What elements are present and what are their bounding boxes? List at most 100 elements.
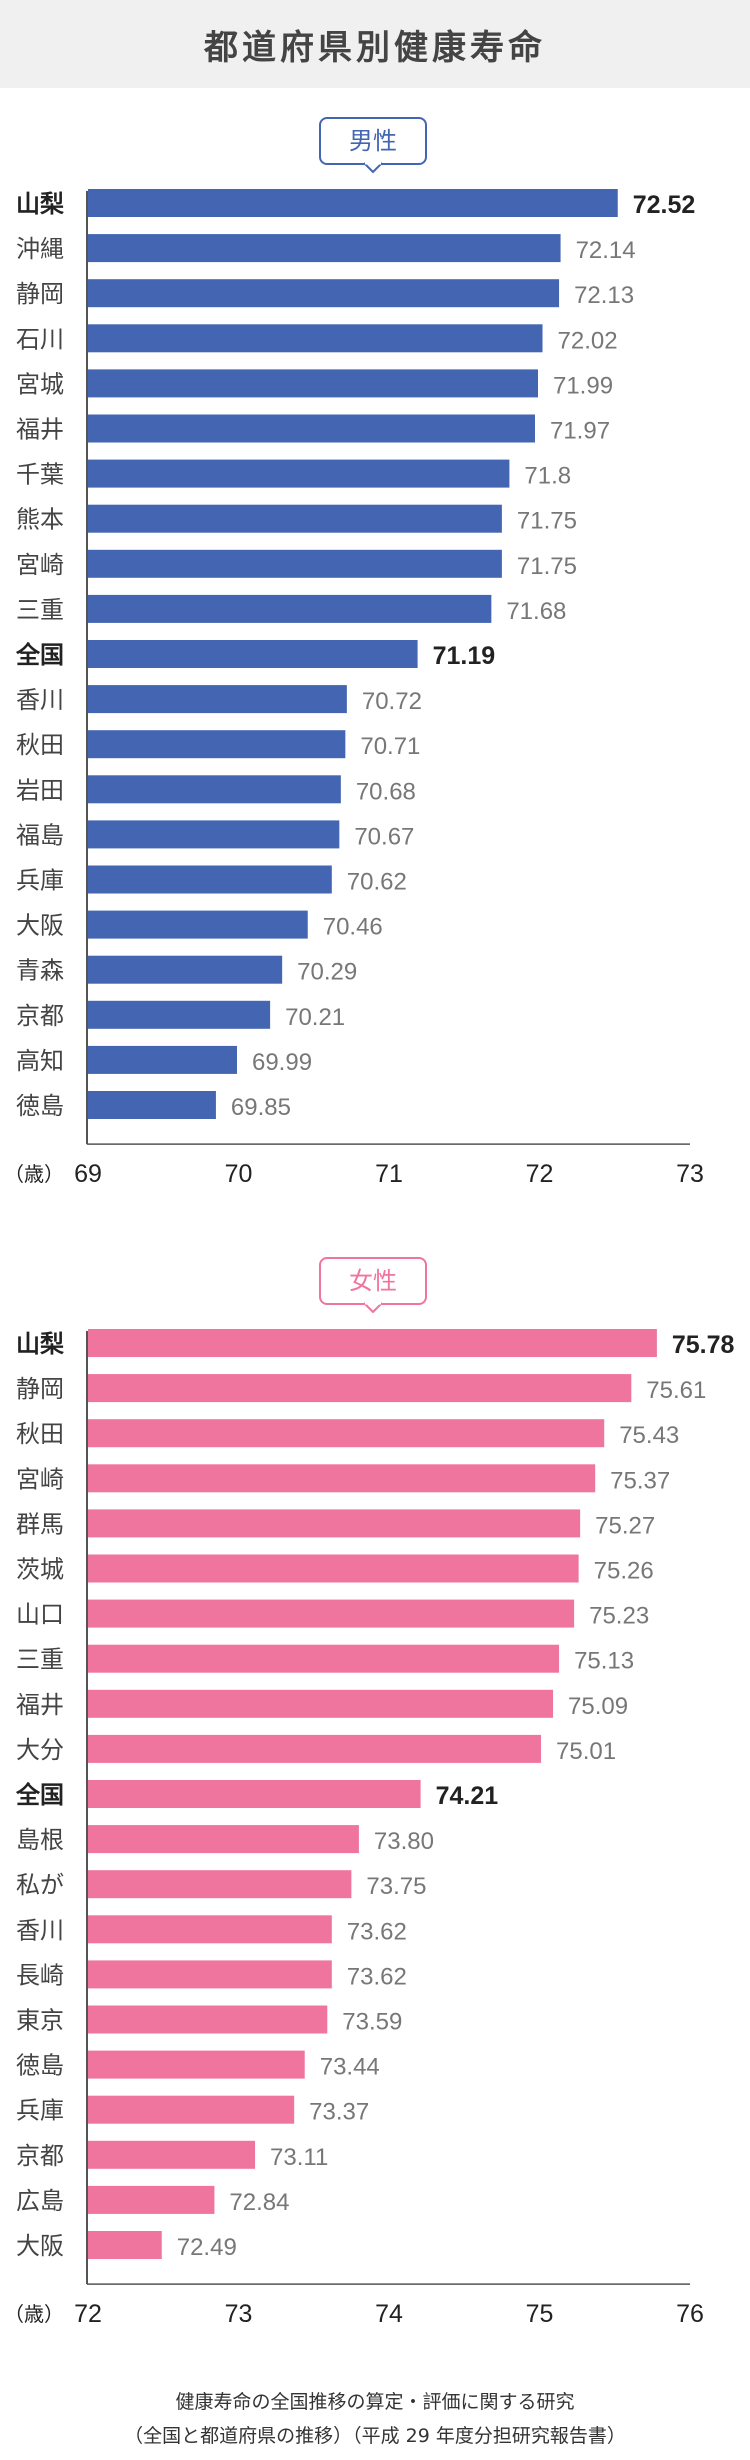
- data-label: 75.78: [672, 1331, 735, 1359]
- data-label: 75.27: [595, 1512, 655, 1539]
- category-label: 千葉: [16, 461, 64, 489]
- data-label: 71.19: [433, 642, 496, 670]
- category-label: 大阪: [16, 912, 64, 940]
- source-note: 健康寿命の全国推移の算定・評価に関する研究 （全国と都道府県の推移）（平成 29…: [0, 2385, 750, 2453]
- badge-pointer: [363, 1302, 383, 1314]
- source-line-1: 健康寿命の全国推移の算定・評価に関する研究: [175, 2391, 575, 2413]
- data-label: 71.8: [524, 463, 571, 490]
- data-label: 70.29: [297, 959, 357, 986]
- bar: [88, 1419, 605, 1448]
- category-label: 東京: [16, 2007, 64, 2035]
- data-label: 70.62: [347, 869, 407, 896]
- data-label: 75.26: [594, 1558, 654, 1585]
- category-label: 宮崎: [16, 1465, 64, 1493]
- category-label: 沖縄: [16, 235, 64, 263]
- category-label: 福島: [16, 821, 64, 849]
- bar: [88, 1374, 632, 1403]
- bar: [88, 955, 283, 984]
- data-label: 75.43: [619, 1422, 679, 1449]
- category-label: 山梨: [16, 1330, 64, 1358]
- data-label: 70.46: [323, 914, 383, 941]
- category-label: 静岡: [16, 1375, 64, 1403]
- chart-badge: 男性: [319, 117, 427, 174]
- bar: [88, 1689, 554, 1718]
- bar: [88, 2005, 328, 2034]
- data-label: 70.21: [285, 1004, 345, 1031]
- category-label: 秋田: [16, 1420, 64, 1448]
- category-label: 大分: [16, 1736, 64, 1764]
- bar: [88, 2095, 295, 2124]
- category-label: 熊本: [16, 506, 64, 534]
- category-label: 三重: [16, 596, 64, 624]
- bar: [88, 1870, 352, 1899]
- category-label: 秋田: [16, 731, 64, 759]
- x-tick-label: 69: [74, 1160, 102, 1188]
- category-label: 山梨: [16, 190, 64, 218]
- data-label: 71.75: [517, 553, 577, 580]
- category-label: 京都: [16, 2142, 64, 2170]
- category-label: 三重: [16, 1646, 64, 1674]
- category-label: 兵庫: [16, 867, 64, 895]
- x-tick-label: 73: [676, 1160, 704, 1188]
- data-label: 73.59: [342, 2009, 402, 2036]
- x-tick-label: 72: [74, 2300, 102, 2328]
- category-label: 徳島: [16, 2052, 64, 2080]
- category-label: 石川: [16, 325, 64, 353]
- category-label: 青森: [16, 957, 64, 985]
- x-axis-unit-label: （歳）: [4, 1162, 64, 1186]
- category-label: 全国: [15, 641, 64, 669]
- bar: [88, 1734, 542, 1763]
- source-line-2: （全国と都道府県の推移）（平成 29 年度分担研究報告書）: [124, 2425, 626, 2447]
- data-label: 75.23: [589, 1603, 649, 1630]
- bar: [88, 775, 341, 804]
- x-tick-label: 73: [225, 2300, 253, 2328]
- category-label: 徳島: [16, 1092, 64, 1120]
- bar: [88, 1960, 332, 1989]
- category-label: 長崎: [16, 1961, 64, 1989]
- bar: [88, 685, 347, 714]
- data-label: 73.11: [270, 2144, 328, 2171]
- bar: [88, 504, 502, 533]
- category-label: 群馬: [16, 1510, 64, 1538]
- x-tick-label: 75: [526, 2300, 554, 2328]
- data-label: 75.61: [646, 1377, 706, 1404]
- category-label: 静岡: [16, 280, 64, 308]
- bar: [88, 820, 340, 849]
- x-tick-label: 70: [225, 1160, 253, 1188]
- bar: [88, 1780, 421, 1808]
- category-label: 大阪: [16, 2232, 64, 2260]
- category-label: 京都: [16, 1002, 64, 1030]
- x-axis-unit-label: （歳）: [4, 2302, 64, 2326]
- bar: [88, 2050, 305, 2079]
- data-label: 70.72: [362, 688, 422, 715]
- bar: [88, 369, 538, 398]
- x-tick-label: 76: [676, 2300, 704, 2328]
- bar: [88, 640, 418, 668]
- data-label: 72.52: [633, 191, 696, 219]
- badge-pointer: [363, 162, 383, 174]
- data-label: 73.62: [347, 1918, 407, 1945]
- data-label: 71.68: [506, 598, 566, 625]
- data-label: 71.97: [550, 418, 610, 445]
- data-label: 71.75: [517, 508, 577, 535]
- category-label: 福井: [16, 416, 64, 444]
- badge-label: 男性: [349, 127, 397, 155]
- bar: [88, 1509, 581, 1538]
- data-label: 72.13: [574, 282, 634, 309]
- data-label: 70.67: [354, 823, 414, 850]
- data-label: 75.09: [568, 1693, 628, 1720]
- bar: [88, 2231, 162, 2259]
- category-label: 宮崎: [16, 551, 64, 579]
- title-band: 都道府県別健康寿命: [0, 0, 750, 88]
- bar: [88, 189, 618, 217]
- bar: [88, 1000, 271, 1029]
- data-label: 72.84: [229, 2189, 289, 2216]
- bar: [88, 1915, 332, 1944]
- data-label: 75.01: [556, 1738, 616, 1765]
- bar: [88, 1554, 579, 1583]
- x-tick-label: 71: [375, 1160, 403, 1188]
- data-label: 70.68: [356, 778, 416, 805]
- bar: [88, 324, 543, 353]
- data-label: 70.71: [360, 733, 420, 760]
